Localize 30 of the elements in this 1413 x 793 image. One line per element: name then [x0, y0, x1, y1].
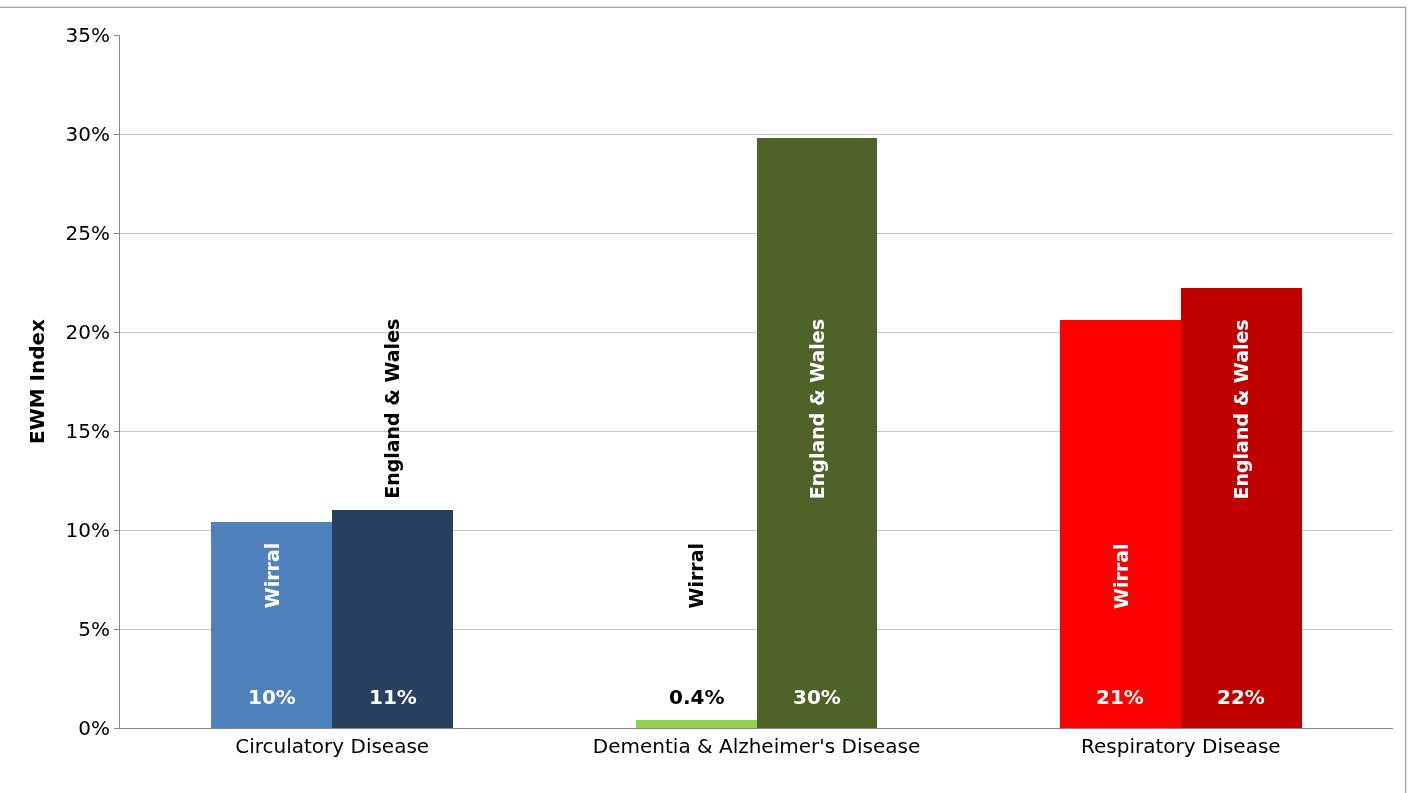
- y-tick-label: 25%: [65, 221, 110, 245]
- text: England & Wales: [381, 318, 404, 499]
- data-label: 21%: [1096, 685, 1144, 709]
- y-tick-label: 15%: [65, 419, 110, 443]
- x-tick-label: Dementia & Alzheimer's Disease: [592, 734, 921, 758]
- y-tick-label: 30%: [65, 122, 110, 146]
- data-label: 30%: [793, 685, 841, 709]
- bar: [636, 720, 757, 728]
- x-tick-label: Circulatory Disease: [235, 734, 430, 758]
- y-tick-label: 35%: [65, 23, 110, 47]
- bar: [211, 522, 332, 728]
- data-label: 11%: [369, 685, 417, 709]
- data-label: 0.4%: [669, 685, 725, 709]
- data-label: 10%: [248, 685, 296, 709]
- y-axis-title: EWM Index: [25, 318, 50, 445]
- bar: [1060, 320, 1181, 728]
- x-tick-label: Respiratory Disease: [1081, 734, 1281, 758]
- data-label: 22%: [1217, 685, 1265, 709]
- bar: [757, 138, 877, 728]
- text: England & Wales: [805, 319, 828, 500]
- text: Wirral: [685, 543, 708, 609]
- series-label: Wirral: [261, 542, 284, 609]
- text: England & Wales: [1230, 319, 1253, 500]
- bar: [1181, 288, 1302, 728]
- y-tick-label: 0%: [78, 716, 110, 740]
- y-tick-label: 5%: [78, 617, 110, 641]
- y-tick-label: 10%: [65, 518, 110, 542]
- bar: [332, 510, 453, 728]
- text: Wirral: [1109, 543, 1132, 609]
- y-tick-label: 20%: [65, 320, 110, 344]
